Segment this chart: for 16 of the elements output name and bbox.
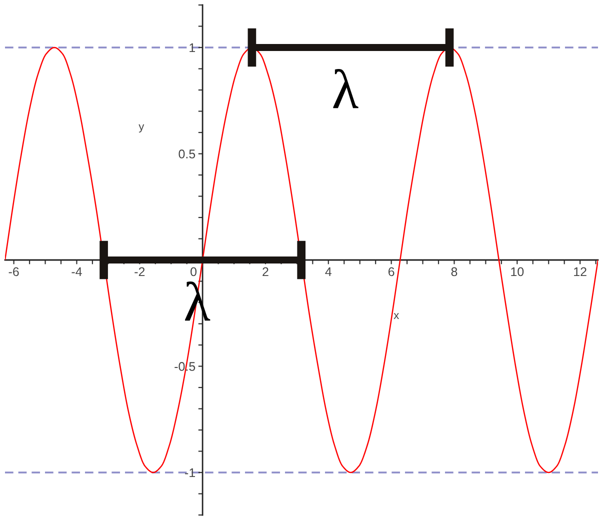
x-tick-label: -6 — [8, 267, 19, 276]
x-tick-label: 0 — [190, 267, 197, 276]
y-tick-label: -1 — [185, 468, 196, 478]
x-tick-label: -2 — [134, 267, 145, 276]
series-label: λ — [333, 68, 358, 108]
x-axis-title: x — [394, 313, 400, 320]
x-tick-label: 10 — [511, 267, 524, 276]
y-tick-label: 1 — [190, 43, 196, 52]
x-tick-label: 4 — [325, 267, 332, 276]
x-tick-label: 8 — [451, 267, 458, 276]
x-tick-label: 6 — [388, 267, 394, 276]
x-tick-label: -4 — [72, 267, 82, 276]
x-tick-label: 12 — [574, 267, 586, 276]
y-axis-title: y — [138, 124, 144, 132]
y-tick-label: 0.5 — [178, 150, 196, 158]
x-tick-label: 2 — [262, 267, 268, 276]
